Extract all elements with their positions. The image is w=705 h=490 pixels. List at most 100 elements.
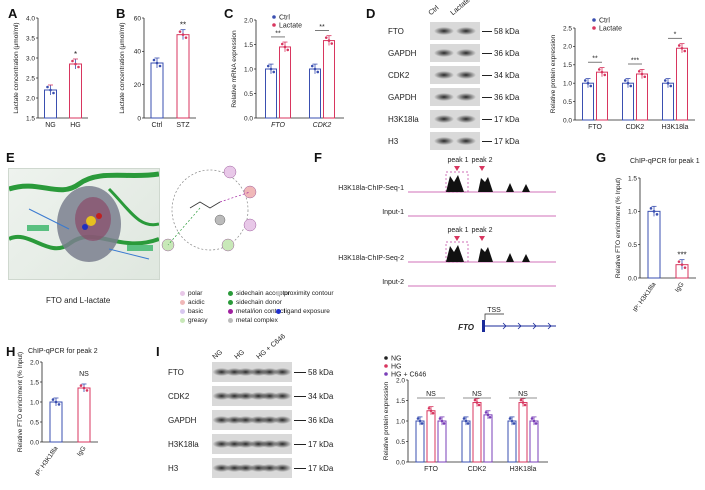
y-axis-label: Relative protein expression bbox=[383, 381, 390, 460]
significance-marker: NS bbox=[518, 391, 528, 398]
data-point bbox=[521, 401, 525, 404]
blot-target-label: H3K18la bbox=[168, 440, 199, 449]
panel-a: A 2.0 2.5 3.0 3.5 4.0 1.5 Lactate concentratio… bbox=[0, 0, 100, 160]
bar bbox=[69, 63, 82, 119]
blot-image bbox=[430, 132, 480, 150]
blot-image bbox=[430, 22, 480, 40]
y-tick-label: 3.0 bbox=[26, 55, 35, 62]
legend-marker bbox=[180, 291, 185, 296]
peak-label: peak 1 bbox=[447, 227, 468, 234]
data-point bbox=[534, 422, 538, 425]
legend-label: acidic bbox=[188, 299, 205, 306]
data-point bbox=[669, 84, 673, 88]
bar bbox=[415, 420, 425, 463]
data-point bbox=[54, 400, 58, 404]
y-tick-label: 0.0 bbox=[628, 275, 637, 282]
legend-marker bbox=[384, 356, 388, 360]
residue-node bbox=[221, 238, 235, 252]
bar bbox=[49, 401, 63, 443]
blot-kda-label: 36 kDa bbox=[308, 416, 334, 425]
panel-letter: F bbox=[314, 150, 322, 165]
blot-image bbox=[212, 434, 292, 454]
data-point bbox=[477, 403, 481, 407]
bar bbox=[647, 210, 661, 279]
x-tick-label: CDK2 bbox=[626, 124, 645, 131]
significance-marker: * bbox=[74, 50, 77, 59]
marker-line bbox=[294, 468, 306, 469]
y-tick-label: 1.5 bbox=[396, 398, 405, 405]
data-point bbox=[158, 64, 162, 68]
bar bbox=[472, 402, 482, 463]
data-point bbox=[330, 42, 334, 45]
data-point bbox=[46, 85, 49, 89]
significance-marker: NS bbox=[426, 391, 436, 398]
data-point bbox=[280, 42, 284, 46]
bar bbox=[309, 68, 321, 119]
data-point bbox=[427, 406, 431, 410]
bar bbox=[176, 34, 190, 119]
blot-kda-label: 34 kDa bbox=[308, 392, 334, 401]
data-point bbox=[677, 260, 681, 263]
peak-label: peak 2 bbox=[471, 157, 492, 164]
y-tick-label: 2.5 bbox=[563, 25, 572, 32]
data-point bbox=[49, 88, 52, 92]
x-tick-label: NG bbox=[45, 122, 56, 129]
legend-label: proximity contour bbox=[284, 290, 334, 297]
y-tick-label: 2.0 bbox=[244, 17, 253, 24]
legend-marker bbox=[276, 291, 281, 296]
strand-arrow-icon bbox=[502, 322, 507, 330]
y-tick-label: 2.5 bbox=[26, 75, 35, 82]
panel-i: I NG HG HG + C646 FTO 58 kDa CDK2 34 kDa GAPDH 3… bbox=[150, 333, 705, 490]
y-tick-label: 2.0 bbox=[396, 377, 405, 384]
residue-node bbox=[223, 165, 237, 179]
data-point bbox=[600, 70, 604, 74]
data-point bbox=[519, 398, 523, 402]
chart-a: 2.0 2.5 3.0 3.5 4.0 1.5 Lactate concentration … bbox=[13, 15, 88, 129]
data-point bbox=[269, 67, 273, 71]
data-point bbox=[637, 69, 641, 73]
blot-image bbox=[430, 88, 480, 106]
blot-target-label: H3 bbox=[388, 137, 399, 146]
data-point bbox=[71, 59, 74, 63]
data-point bbox=[512, 422, 516, 425]
marker-line bbox=[294, 420, 306, 421]
legend-label: metal/ion contact bbox=[236, 308, 286, 315]
panel-b: B 0 20 40 60 Lactate concentration (μmol/ml)… bbox=[110, 0, 210, 160]
legend-label: metal complex bbox=[236, 317, 278, 324]
blot-kda-label: 17 kDa bbox=[494, 115, 520, 124]
chart-title: ChIP-qPCR for peak 1 bbox=[630, 158, 700, 165]
bar bbox=[582, 82, 594, 121]
x-tick-label: IgG bbox=[76, 445, 88, 458]
bar bbox=[676, 47, 688, 121]
data-point bbox=[79, 384, 83, 387]
peak-arrow-icon bbox=[454, 166, 460, 171]
y-tick-label: 1.0 bbox=[563, 81, 572, 88]
legend-marker bbox=[276, 309, 281, 314]
legend-label: basic bbox=[188, 308, 204, 315]
data-point bbox=[484, 411, 488, 414]
blot-image bbox=[212, 386, 292, 406]
x-tick-label: CDK2 bbox=[468, 466, 487, 473]
chart-d: 0.0 0.5 1.0 1.5 2.0 2.5 Relative protein expre… bbox=[550, 18, 695, 131]
significance-marker: NS bbox=[472, 391, 482, 398]
marker-line bbox=[482, 141, 492, 142]
panel-e: E FTO and L-lactate polar sidechain accep… bbox=[0, 150, 334, 324]
data-point bbox=[462, 417, 466, 420]
x-tick-label: STZ bbox=[176, 122, 190, 129]
x-tick-label: H3K18la bbox=[510, 466, 537, 473]
data-point bbox=[663, 79, 667, 82]
data-point bbox=[82, 386, 86, 390]
data-point bbox=[52, 91, 55, 95]
x-tick-label: IP: H3K18la bbox=[34, 445, 60, 478]
blot-kda-label: 34 kDa bbox=[494, 71, 520, 80]
chart-c: 0.0 0.5 1.0 1.5 2.0 Relative mRNA expression F… bbox=[231, 15, 344, 129]
y-tick-label: 1.0 bbox=[396, 418, 405, 425]
bar bbox=[150, 62, 164, 119]
bar bbox=[265, 68, 277, 119]
residue-node bbox=[243, 185, 257, 199]
track-label: Input-2 bbox=[382, 279, 404, 286]
legend-marker bbox=[592, 26, 596, 30]
data-point bbox=[486, 413, 490, 417]
blot-image bbox=[430, 66, 480, 84]
y-tick-label: 2.0 bbox=[30, 359, 39, 366]
